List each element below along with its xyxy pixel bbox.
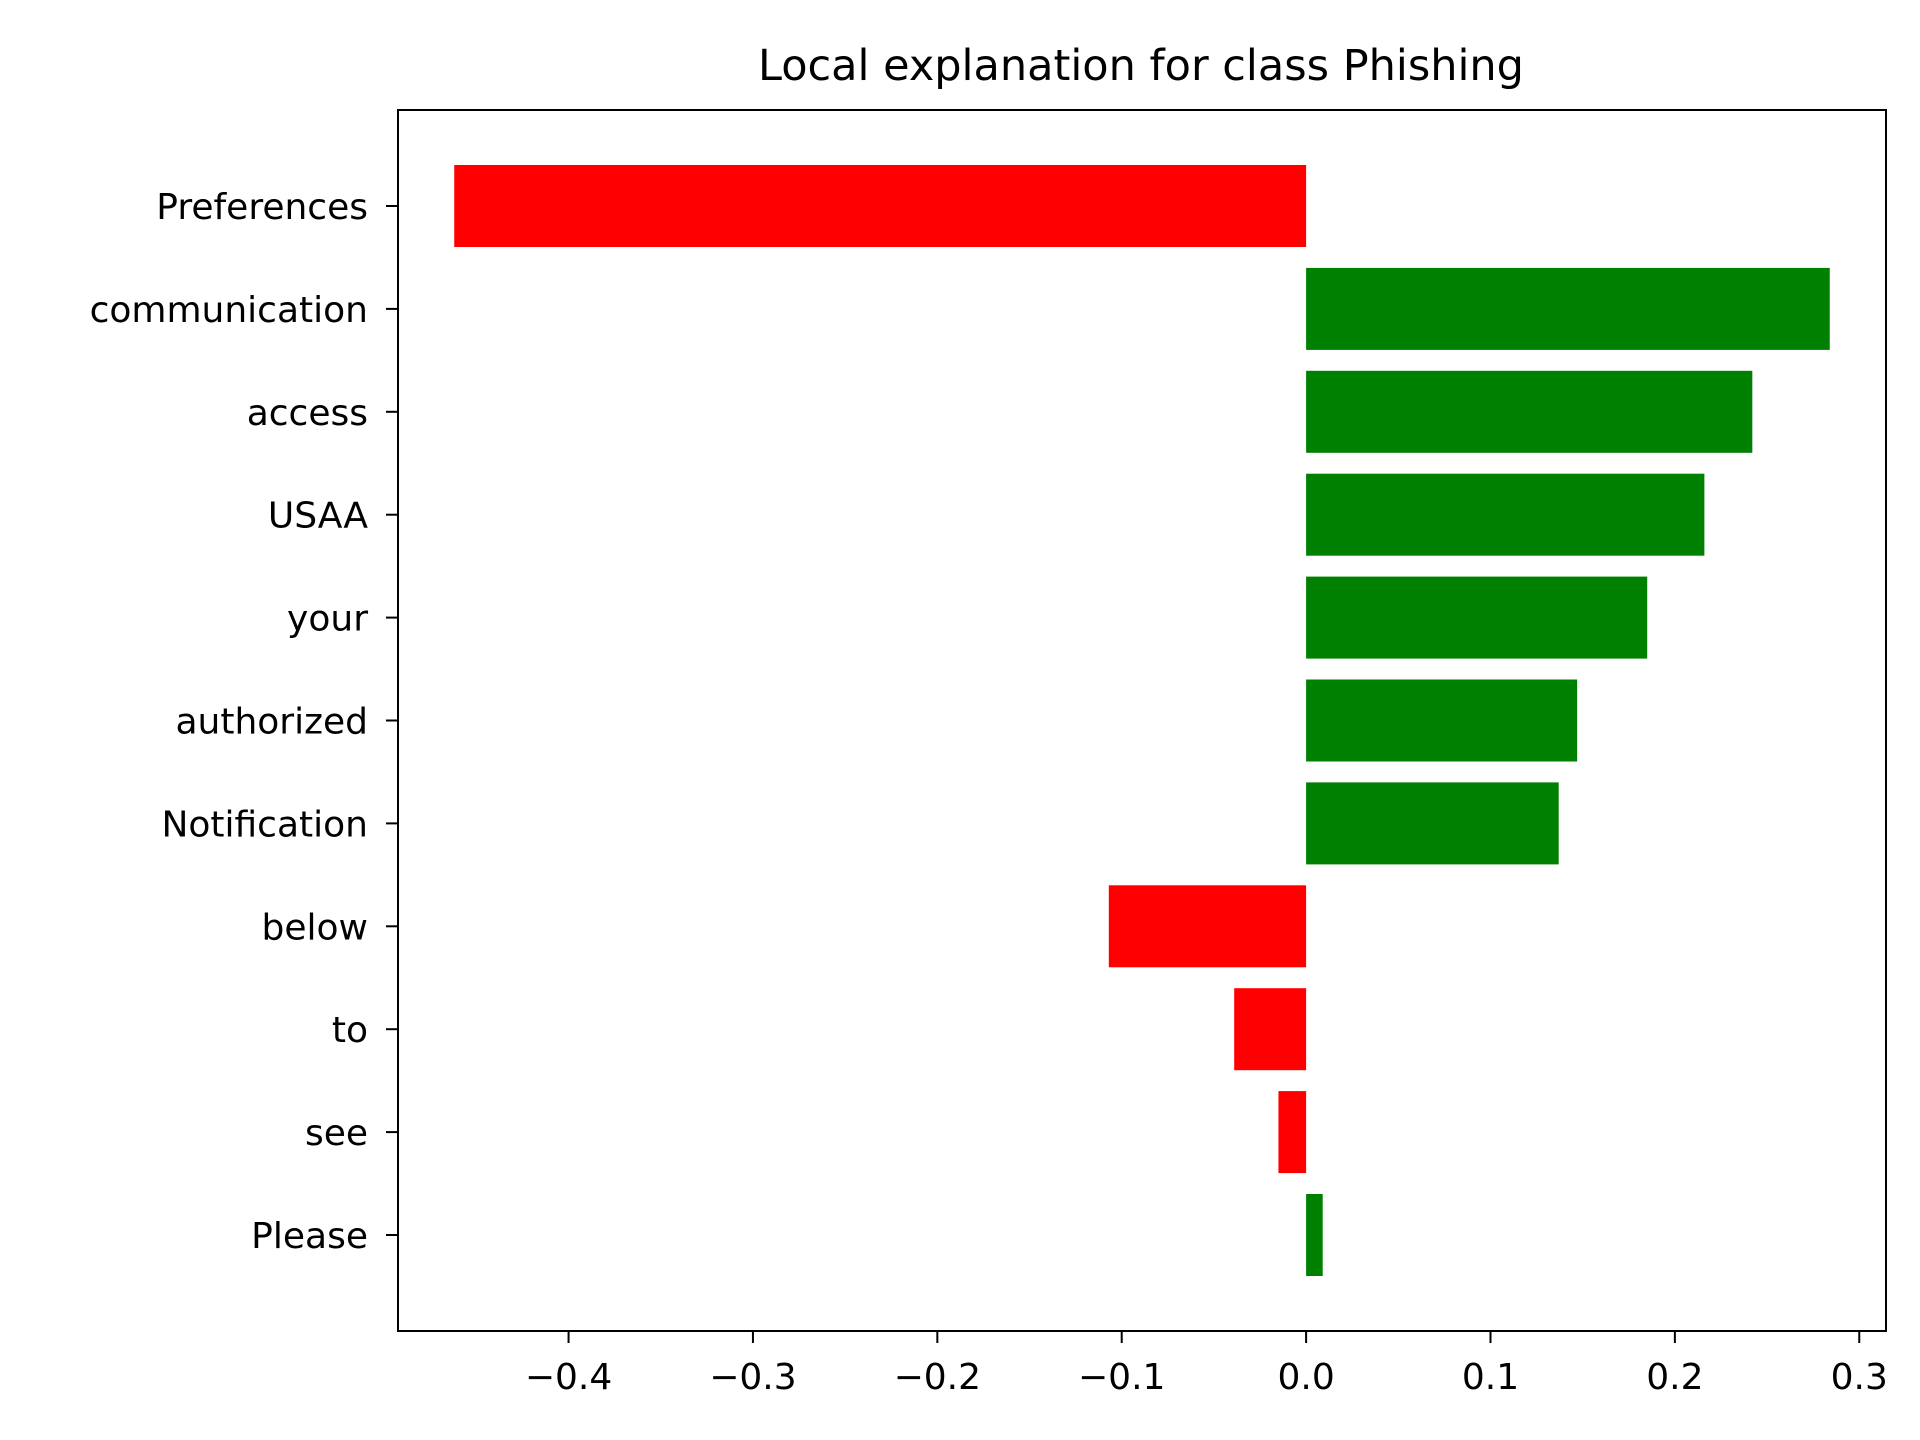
y-tick-label: Notification bbox=[161, 804, 368, 845]
bar-Preferences bbox=[454, 165, 1307, 247]
x-axis: −0.4 −0.3 −0.2 −0.1 0.0 0.1 0.2 0.3 bbox=[525, 1331, 1888, 1398]
bar-below bbox=[1108, 885, 1307, 968]
bar-communication bbox=[1306, 267, 1830, 350]
bar-USAA bbox=[1306, 473, 1705, 556]
x-tick-label: 0.1 bbox=[1462, 1357, 1519, 1398]
y-tick-label: authorized bbox=[175, 702, 368, 743]
x-tick-label: 0.2 bbox=[1646, 1357, 1703, 1398]
x-tick-label: −0.2 bbox=[894, 1357, 981, 1398]
y-tick-label: see bbox=[305, 1113, 368, 1154]
bar-to bbox=[1234, 988, 1307, 1071]
x-tick-label: −0.3 bbox=[709, 1357, 796, 1398]
y-axis: Preferences communication access USAA your au… bbox=[90, 187, 398, 1257]
y-tick-label: your bbox=[287, 599, 368, 640]
x-tick-label: 0.3 bbox=[1831, 1357, 1888, 1398]
y-tick-label: Please bbox=[251, 1216, 368, 1257]
y-tick-label: communication bbox=[90, 290, 368, 331]
y-tick-label: USAA bbox=[268, 496, 368, 537]
x-tick-label: −0.1 bbox=[1078, 1357, 1165, 1398]
bar-authorized bbox=[1306, 679, 1578, 762]
y-tick-label: access bbox=[247, 393, 368, 434]
bars-layer bbox=[454, 165, 1830, 1276]
y-tick-label: to bbox=[332, 1010, 368, 1051]
x-tick-label: 0.0 bbox=[1277, 1357, 1334, 1398]
bar-Please bbox=[1306, 1194, 1323, 1276]
x-tick-label: −0.4 bbox=[525, 1357, 612, 1398]
y-tick-label: below bbox=[262, 907, 368, 948]
bar-access bbox=[1306, 370, 1753, 453]
chart-title: Local explanation for class Phishing bbox=[758, 41, 1524, 91]
bar-Notification bbox=[1306, 782, 1559, 865]
bar-your bbox=[1306, 576, 1648, 659]
y-tick-label: Preferences bbox=[156, 187, 368, 228]
bar-see bbox=[1278, 1091, 1307, 1174]
